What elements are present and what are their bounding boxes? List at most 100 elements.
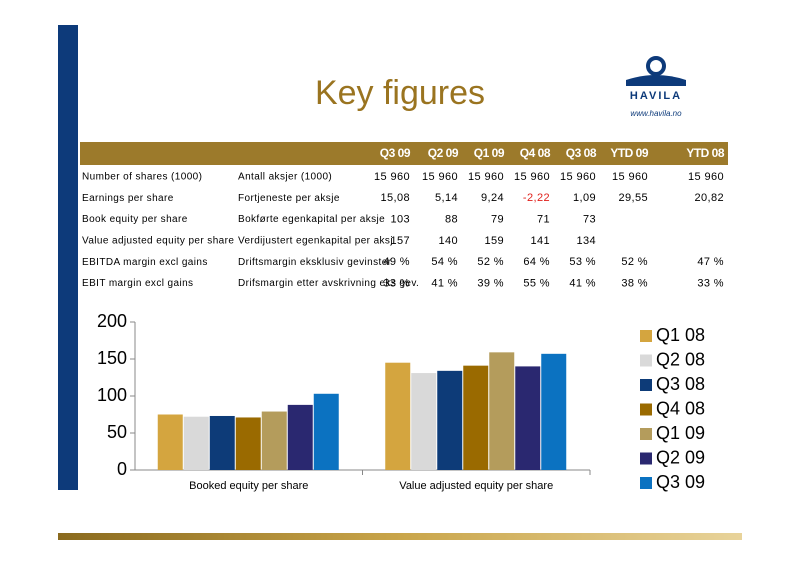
table-cell: 54 % (431, 256, 458, 268)
bar (463, 365, 489, 470)
row-label-no: Drifsmargin etter avskrivning eks gev. (238, 278, 419, 289)
row-label-no: Antall aksjer (1000) (238, 172, 332, 183)
logo-ring (646, 56, 666, 76)
table-cell: 39 % (477, 277, 504, 289)
row-label-en: EBITDA margin excl gains (82, 257, 208, 268)
table-cell: 15,08 (380, 192, 410, 204)
table-cell: 15 960 (688, 171, 724, 183)
row-label-no: Verdijustert egenkapital per aksj (238, 236, 393, 247)
chart: 0 50 100 150 200 Booked equity per share Value… (97, 311, 705, 492)
bar (411, 373, 437, 470)
table-cell: 15 960 (514, 171, 550, 183)
bar (209, 415, 235, 470)
table-cell: 41 % (431, 277, 458, 289)
logo: HAVILA www.havila.no (626, 56, 686, 118)
y-tick-label: 100 (97, 385, 127, 405)
table-cell: 79 (491, 214, 504, 226)
bar (287, 404, 313, 470)
table-cell: -2,22 (523, 192, 550, 204)
table-cell: 15 960 (422, 171, 458, 183)
table-cell: 1,09 (573, 192, 596, 204)
bar (235, 417, 261, 470)
y-tick-label: 200 (97, 311, 127, 331)
table-cell: 157 (390, 235, 410, 247)
table-cell: 134 (576, 235, 596, 247)
legend-label: Q2 09 (656, 447, 705, 467)
row-label-no: Fortjeneste per aksje (238, 193, 340, 204)
table-cell: 52 % (621, 256, 648, 268)
logo-url: www.havila.no (630, 109, 682, 118)
row-label-en: Value adjusted equity per share (82, 236, 234, 247)
table-cell: 38 % (621, 277, 648, 289)
table-header-cell: YTD 08 (686, 146, 725, 160)
table-cell: 103 (390, 214, 410, 226)
table-cell: 53 % (569, 256, 596, 268)
side-bar (58, 25, 78, 490)
table-cell: 9,24 (481, 192, 504, 204)
table-cell: 29,55 (618, 192, 648, 204)
table-header-bar (80, 142, 728, 165)
row-label-en: Book equity per share (82, 214, 188, 225)
bar (515, 366, 541, 470)
table-cell: 5,14 (435, 192, 458, 204)
row-label-en: Earnings per share (82, 193, 174, 204)
table-header-cell: Q3 09 (380, 146, 411, 160)
row-label-en: Number of shares (1000) (82, 172, 202, 183)
table-cell: 41 % (569, 277, 596, 289)
legend-label: Q2 08 (656, 349, 705, 369)
legend-label: Q3 08 (656, 374, 705, 394)
table-cell: 15 960 (560, 171, 596, 183)
x-tick-label: Booked equity per share (189, 480, 308, 492)
table-cell: 88 (445, 214, 458, 226)
x-tick-label: Value adjusted equity per share (399, 480, 553, 492)
table-cell: 15 960 (468, 171, 504, 183)
table-cell: 141 (530, 235, 550, 247)
y-tick-label: 150 (97, 348, 127, 368)
logo-shape (626, 75, 686, 86)
legend-swatch (640, 330, 652, 342)
table-cell: 33 % (383, 277, 410, 289)
table: Q3 09 Q2 09 Q1 09 Q4 08 Q3 08 YTD 09 YTD 08 Num… (82, 146, 725, 289)
table-header-cell: Q4 08 (520, 146, 551, 160)
table-header-cell: YTD 09 (610, 146, 649, 160)
table-cell: 64 % (523, 256, 550, 268)
table-cell: 15 960 (612, 171, 648, 183)
footer-bar (58, 533, 742, 540)
slide-title: Key figures (315, 74, 485, 112)
table-cell: 140 (438, 235, 458, 247)
bar (261, 411, 287, 470)
bar (437, 370, 463, 470)
table-cell: 73 (583, 214, 596, 226)
legend-swatch (640, 354, 652, 367)
table-cell: 159 (484, 235, 504, 247)
table-header-cell: Q3 08 (566, 146, 597, 160)
legend-label: Q4 08 (656, 398, 705, 418)
legend-label: Q3 09 (656, 472, 705, 492)
table-cell: 49 % (383, 256, 410, 268)
table-cell: 71 (537, 214, 550, 226)
bar (183, 416, 209, 470)
table-cell: 47 % (697, 256, 724, 268)
legend-swatch (640, 452, 652, 465)
bar (385, 362, 411, 470)
legend-swatch (640, 477, 652, 489)
bar (157, 414, 183, 470)
table-cell: 15 960 (374, 171, 410, 183)
y-tick-label: 0 (117, 459, 127, 479)
table-cell: 33 % (697, 277, 724, 289)
table-cell: 20,82 (694, 192, 724, 204)
bar (541, 353, 567, 470)
row-label-en: EBIT margin excl gains (82, 278, 193, 289)
table-cell: 55 % (523, 277, 550, 289)
table-header-cell: Q1 09 (474, 146, 505, 160)
legend-swatch (640, 403, 652, 416)
legend-label: Q1 09 (656, 423, 705, 443)
logo-name: HAVILA (630, 90, 682, 102)
table-cell: 52 % (477, 256, 504, 268)
legend-label: Q1 08 (656, 325, 705, 345)
row-label-no: Driftsmargin eksklusiv gevinster (238, 257, 392, 268)
bar (313, 393, 339, 470)
legend-swatch (640, 428, 652, 440)
